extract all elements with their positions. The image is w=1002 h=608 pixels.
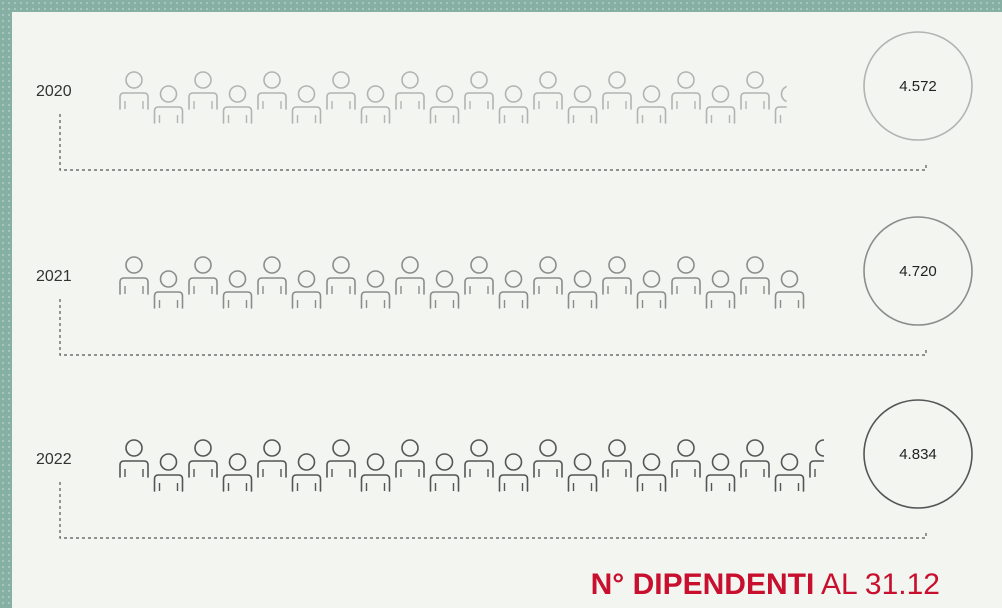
value-circle: [863, 399, 973, 509]
person-icon: [671, 439, 701, 478]
person-icon: [740, 71, 770, 110]
person-icon: [740, 439, 770, 478]
person-icon: [326, 439, 356, 478]
person-icon: [810, 72, 838, 109]
person-icon: [257, 71, 287, 110]
person-icon: [222, 453, 253, 492]
person-icon: [602, 256, 632, 295]
row-2022: 2022 4.834: [36, 399, 973, 539]
person-icon: [153, 453, 184, 492]
person-icon: [498, 453, 529, 492]
person-icon: [257, 256, 287, 295]
person-icon: [845, 86, 873, 123]
year-label: 2021: [36, 268, 72, 285]
person-icon: [533, 439, 563, 478]
value-circle: [863, 31, 973, 141]
year-label: 2020: [36, 83, 72, 100]
year-label: 2022: [36, 451, 72, 468]
person-icon: [464, 71, 494, 110]
bar-2022: [119, 439, 873, 492]
person-icon: [809, 439, 824, 478]
person-icon: [222, 270, 253, 309]
chart-caption: N° DIPENDENTI AL 31.12: [591, 568, 940, 602]
person-icon: [360, 270, 391, 309]
person-icon: [810, 257, 838, 294]
person-icon: [360, 85, 391, 124]
person-icon: [429, 85, 460, 124]
person-icon: [429, 270, 460, 309]
person-icon: [845, 271, 873, 308]
person-icon: [291, 453, 322, 492]
person-icon: [498, 85, 529, 124]
dashed-connector: [59, 299, 927, 356]
person-icon: [602, 439, 632, 478]
person-icon: [705, 270, 736, 309]
decorative-border-left: [0, 0, 12, 608]
person-icon: [153, 85, 184, 124]
row-2020: 2020 4.572: [36, 31, 973, 171]
person-icon: [533, 71, 563, 110]
person-icon: [119, 71, 149, 110]
person-icon: [153, 270, 184, 309]
person-icon: [636, 270, 667, 309]
person-icon: [740, 256, 770, 295]
person-icon: [119, 439, 149, 478]
person-icon: [567, 453, 598, 492]
person-icon: [845, 454, 873, 491]
person-icon: [429, 453, 460, 492]
value-label: 4.720: [899, 263, 937, 280]
person-icon: [533, 256, 563, 295]
person-icon: [326, 256, 356, 295]
person-icon: [464, 256, 494, 295]
person-icon: [774, 453, 805, 492]
person-icon: [395, 71, 425, 110]
person-icon: [257, 439, 287, 478]
person-icon: [567, 85, 598, 124]
value-label: 4.572: [899, 78, 937, 95]
value-label: 4.834: [899, 446, 937, 463]
caption-rest: AL 31.12: [821, 568, 940, 601]
dashed-connector: [59, 114, 927, 171]
caption-bold: N° DIPENDENTI: [590, 568, 815, 601]
person-icon: [464, 439, 494, 478]
person-icon: [188, 71, 218, 110]
person-icon: [395, 256, 425, 295]
value-circle: [863, 216, 973, 326]
person-icon: [636, 453, 667, 492]
person-icon: [774, 85, 787, 124]
person-icon: [636, 85, 667, 124]
bar-2021: [119, 256, 873, 309]
decorative-border-top: [0, 0, 1002, 12]
person-icon: [671, 71, 701, 110]
person-icon: [498, 270, 529, 309]
person-icon: [119, 256, 149, 295]
person-icon: [705, 453, 736, 492]
person-icon: [602, 71, 632, 110]
person-icon: [567, 270, 598, 309]
dashed-connector: [59, 482, 927, 539]
person-icon: [188, 439, 218, 478]
person-icon: [360, 453, 391, 492]
bar-2020: [119, 71, 873, 124]
person-icon: [326, 71, 356, 110]
person-icon: [291, 270, 322, 309]
person-icon: [705, 85, 736, 124]
person-icon: [395, 439, 425, 478]
person-icon: [671, 256, 701, 295]
row-2021: 2021 4.720: [36, 216, 973, 356]
person-icon: [291, 85, 322, 124]
person-icon: [188, 256, 218, 295]
person-icon: [222, 85, 253, 124]
person-icon: [774, 270, 805, 309]
